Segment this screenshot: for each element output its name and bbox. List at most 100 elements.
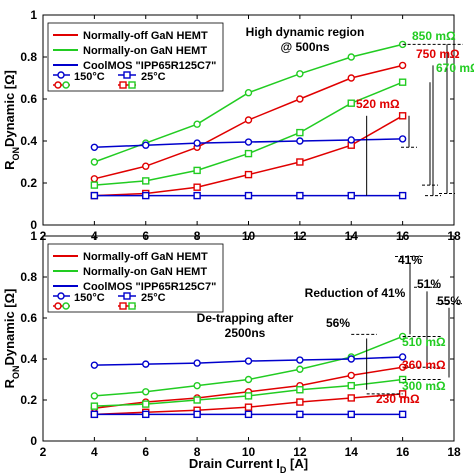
- x-tick-label: 16: [396, 445, 410, 459]
- value-label-300: 300 mΩ: [402, 379, 446, 393]
- data-point-square: [296, 128, 304, 137]
- data-point-square: [347, 191, 355, 200]
- annotation-reduction: Reduction of 41%: [305, 286, 406, 300]
- value-label-850: 850 mΩ: [412, 29, 456, 43]
- data-point-circle: [296, 356, 304, 364]
- data-point-square: [398, 112, 407, 120]
- temp-legend-label: 150°C: [74, 71, 105, 83]
- legend-marker-square: [128, 81, 136, 89]
- data-point-circle: [347, 355, 355, 363]
- y-axis-label: RONDynamic [Ω]: [2, 70, 21, 170]
- y-tick-label: 0.6: [20, 92, 37, 106]
- data-point-square: [193, 166, 201, 175]
- data-point-square: [193, 410, 201, 419]
- value-label-670: 670 mΩ: [436, 61, 474, 75]
- y-tick-label: 0: [30, 218, 37, 232]
- x-tick-label: 6: [142, 445, 149, 459]
- annotation-subtitle: @ 500ns: [280, 40, 329, 54]
- data-point-circle: [296, 137, 304, 145]
- data-point-square: [142, 410, 150, 419]
- percent-label-51: 51%: [417, 277, 441, 291]
- y-tick-label: 0: [30, 434, 37, 448]
- data-point-circle: [90, 175, 99, 183]
- data-point-square: [296, 410, 304, 419]
- y-tick-label: 0.8: [20, 270, 37, 284]
- legend-marker-circle: [57, 71, 65, 79]
- y-tick-label: 1: [30, 8, 37, 22]
- data-point-square: [244, 410, 253, 419]
- x-tick-label: 14: [345, 445, 359, 459]
- data-point-circle: [90, 392, 99, 400]
- data-point-circle: [244, 138, 253, 146]
- data-point-circle: [244, 88, 253, 97]
- value-label-510: 510 mΩ: [402, 335, 446, 349]
- data-point-square: [347, 394, 355, 402]
- data-point-square: [296, 398, 304, 406]
- data-point-circle: [193, 139, 201, 147]
- series-line: [94, 335, 403, 397]
- data-point-square: [296, 191, 304, 200]
- data-point-circle: [244, 375, 253, 384]
- y-tick-label: 0.4: [20, 134, 37, 148]
- series-line: [94, 366, 403, 409]
- data-point-square: [347, 99, 355, 107]
- x-axis-label: Drain Current ID [A]: [189, 456, 308, 474]
- data-point-square: [142, 177, 150, 185]
- legend-label: CoolMOS "IPP65R125C7": [83, 60, 216, 72]
- data-point-square: [244, 191, 253, 200]
- data-point-circle: [90, 158, 99, 166]
- x-tick-label: 2: [40, 445, 47, 459]
- annotation-title: High dynamic region: [246, 25, 365, 39]
- data-point-circle: [398, 353, 407, 361]
- data-point-circle: [142, 388, 150, 396]
- x-tick-label: 8: [194, 445, 201, 459]
- data-point-circle: [90, 143, 99, 152]
- data-point-circle: [142, 162, 150, 170]
- data-point-square: [347, 381, 355, 390]
- percent-label-56: 56%: [326, 316, 350, 330]
- x-tick-label: 4: [91, 445, 98, 459]
- data-point-square: [193, 191, 201, 200]
- legend-marker-square: [128, 302, 136, 310]
- annotation-detrap-time: 2500ns: [225, 326, 266, 340]
- legend-marker-square: [119, 81, 127, 89]
- data-point-square: [296, 386, 304, 394]
- data-point-circle: [347, 136, 355, 144]
- value-label-520: 520 mΩ: [356, 97, 400, 111]
- data-point-circle: [142, 360, 150, 368]
- legend-marker-circle: [54, 302, 62, 310]
- data-point-square: [347, 410, 355, 419]
- annotation-detrap: De-trapping after: [197, 311, 294, 325]
- data-point-circle: [296, 70, 304, 78]
- data-point-square: [142, 400, 150, 408]
- data-point-circle: [398, 135, 407, 143]
- percent-label-55: 55%: [437, 294, 461, 308]
- data-point-square: [90, 410, 99, 419]
- bottom-chart-panel: 2 4 6 8 10 12 14 16 18 0 0.2 0.4 0.6 0.8 1 RONDynamic […: [2, 229, 462, 474]
- legend-label: Normally-off GaN HEMT: [83, 251, 208, 263]
- data-point-square: [90, 402, 99, 410]
- data-point-circle: [296, 95, 304, 103]
- data-point-circle: [347, 74, 355, 82]
- temp-legend-label: 150°C: [74, 292, 105, 304]
- data-point-circle: [193, 381, 201, 390]
- data-point-square: [398, 78, 407, 86]
- data-point-circle: [193, 120, 201, 128]
- data-point-square: [90, 181, 99, 189]
- data-point-square: [244, 392, 253, 400]
- data-point-circle: [347, 53, 355, 61]
- data-point-circle: [347, 371, 355, 380]
- legend-marker-square: [123, 71, 131, 79]
- legend-marker-circle: [62, 81, 70, 89]
- legend-marker-square: [123, 292, 131, 300]
- legend-label: CoolMOS "IPP65R125C7": [83, 281, 216, 293]
- legend-label: Normally-on GaN HEMT: [83, 45, 207, 57]
- temp-legend-label: 25°C: [141, 292, 166, 304]
- data-point-circle: [244, 357, 253, 365]
- temp-legend-label: 25°C: [141, 71, 166, 83]
- legend-marker-circle: [54, 81, 62, 89]
- data-point-circle: [142, 141, 150, 149]
- value-label-750: 750 mΩ: [416, 47, 460, 61]
